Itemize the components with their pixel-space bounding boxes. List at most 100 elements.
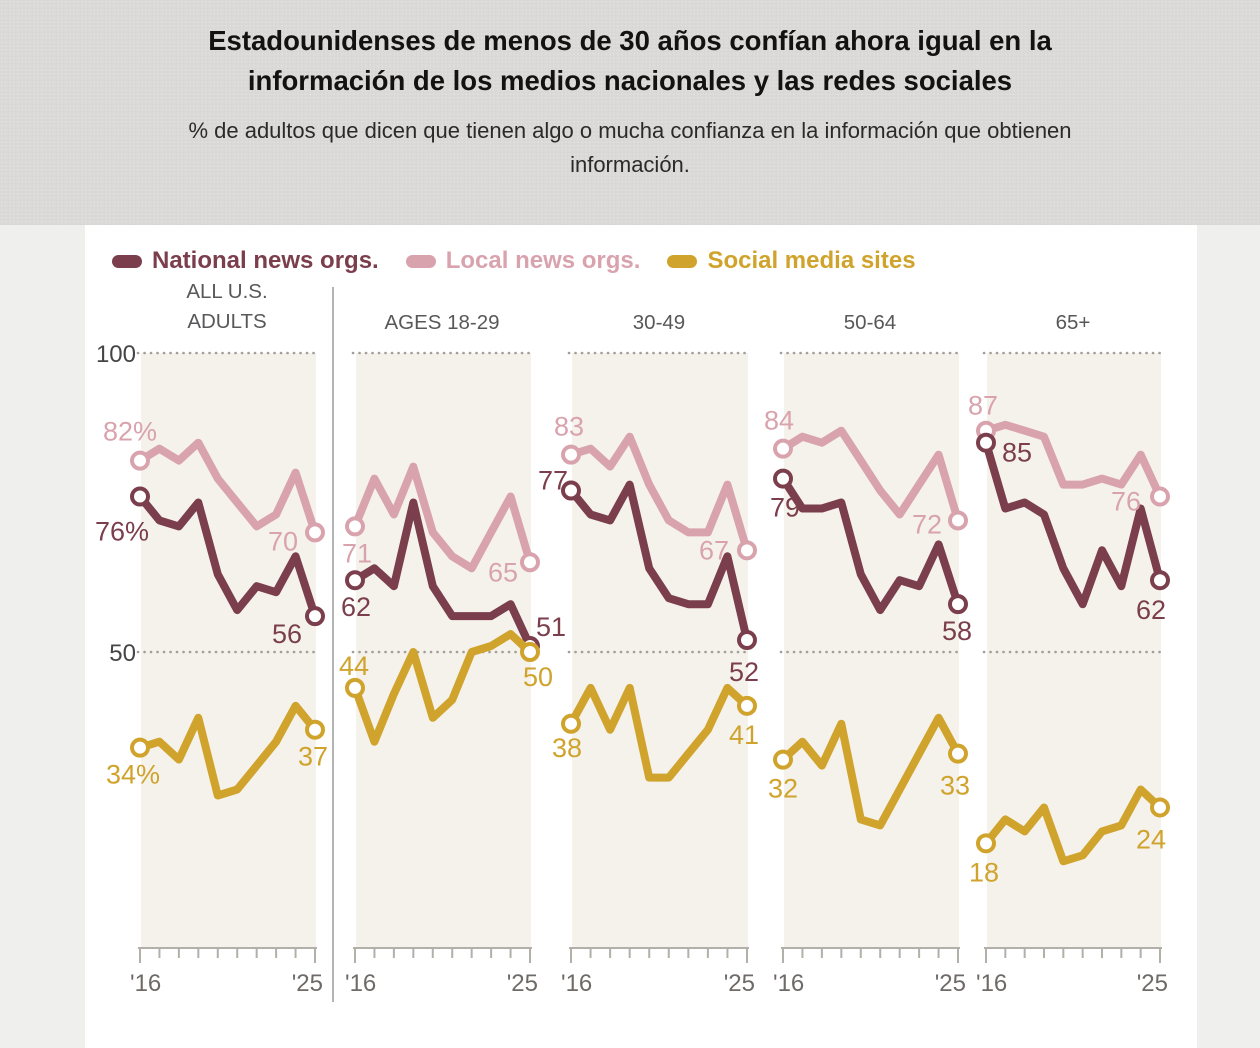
panel-2: '16 '25 83 67 77 52 38 41 bbox=[538, 351, 759, 997]
panel-0: '16 '25 82% 70 76% 56 34% 37 bbox=[95, 351, 328, 997]
y-axis-label-100: 100 bbox=[95, 341, 136, 368]
panel-0-line-local bbox=[136, 438, 319, 537]
panel-2-national-start-point bbox=[561, 480, 581, 501]
legend-item-national: National news orgs. bbox=[112, 247, 379, 275]
panel-1-local-end-value-label: 65 bbox=[488, 557, 518, 587]
panel-3-local-end-point bbox=[948, 510, 968, 531]
legend-item-local: Local news orgs. bbox=[405, 247, 641, 275]
panel-1-local-start-value-label: 71 bbox=[342, 538, 372, 568]
panel-1-social-end-point bbox=[520, 642, 540, 662]
panel-3-line-social bbox=[779, 713, 962, 830]
panel-2-local-end-point bbox=[737, 540, 757, 561]
panel-2-social-end-point bbox=[737, 695, 757, 716]
panel-4: '16 '25 87 76 85 62 18 24 bbox=[968, 351, 1170, 997]
panel-0-social-start-value-label: 34% bbox=[106, 760, 160, 790]
panel-1-local-end-point bbox=[520, 552, 540, 573]
panel-3-line-national bbox=[779, 474, 962, 615]
panel-3-x-start-label: '16 bbox=[773, 970, 804, 997]
panel-4-national-start-point bbox=[976, 432, 996, 453]
panel-4-line-social bbox=[982, 785, 1164, 866]
panel-3-local-start-value-label: 84 bbox=[764, 406, 794, 436]
panel-2-national-start-value-label: 77 bbox=[538, 466, 568, 496]
social-swatch-icon bbox=[667, 254, 698, 268]
panel-0-local-start-point bbox=[130, 450, 150, 471]
panel-2-line-local bbox=[567, 432, 751, 555]
panel-0-social-start-point bbox=[130, 737, 150, 758]
chart-title: Estadounidenses de menos de 30 años conf… bbox=[208, 25, 1052, 96]
panel-1-social-end-value-label: 50 bbox=[523, 662, 553, 692]
panel-2-stripe bbox=[572, 353, 748, 948]
legend: National news orgs. Local news orgs. Soc… bbox=[112, 247, 916, 275]
panel-header-65plus: 65+ bbox=[1055, 311, 1091, 334]
panel-1-x-start-label: '16 bbox=[345, 970, 376, 997]
panel-0-local-start-value-label: 82% bbox=[103, 417, 157, 447]
panel-0-local-end-value-label: 70 bbox=[268, 526, 298, 556]
panel-2-social-start-value-label: 38 bbox=[552, 733, 582, 763]
panel-4-local-end-point bbox=[1150, 486, 1170, 507]
panel-2-x-end-label: '25 bbox=[724, 970, 755, 997]
legend-label-social: Social media sites bbox=[707, 247, 916, 274]
legend-label-local: Local news orgs. bbox=[445, 247, 641, 274]
panel-1-line-social bbox=[351, 630, 534, 746]
panel-1-national-end-value-label: 51 bbox=[536, 612, 566, 642]
panel-4-social-end-value-label: 24 bbox=[1136, 824, 1166, 854]
panel-3-national-start-point bbox=[773, 468, 793, 489]
panel-4-line-local bbox=[982, 420, 1164, 501]
panel-1-national-start-value-label: 62 bbox=[341, 592, 371, 622]
panel-2-national-end-point bbox=[737, 630, 757, 651]
panel-4-line-national bbox=[982, 438, 1164, 609]
panel-4-social-start-value-label: 18 bbox=[969, 857, 999, 887]
panel-3-national-end-point bbox=[948, 594, 968, 615]
legend-label-national: National news orgs. bbox=[152, 247, 379, 274]
panel-2-social-end-value-label: 41 bbox=[729, 720, 759, 750]
panel-1-stripe bbox=[356, 353, 531, 948]
panel-4-social-start-point bbox=[976, 833, 996, 854]
legend-item-social: Social media sites bbox=[667, 247, 916, 275]
panel-1-x-end-label: '25 bbox=[507, 970, 538, 997]
panel-3: '16 '25 84 72 79 58 32 33 bbox=[764, 351, 972, 997]
panel-header-18-29: AGES 18-29 bbox=[384, 311, 500, 334]
panel-0-social-end-value-label: 37 bbox=[298, 742, 328, 772]
panel-0-national-start-value-label: 76% bbox=[95, 517, 149, 547]
panel-2-local-start-value-label: 83 bbox=[554, 412, 584, 442]
panel-3-local-start-point bbox=[773, 438, 793, 459]
panel-0-line-social bbox=[136, 701, 319, 800]
panel-header-30-49: 30-49 bbox=[632, 311, 686, 334]
panel-0-national-start-point bbox=[130, 486, 150, 507]
panel-4-local-end-value-label: 76 bbox=[1111, 487, 1141, 517]
local-swatch-icon bbox=[405, 254, 436, 268]
panel-0-x-end-label: '25 bbox=[292, 970, 323, 997]
panel-4-local-start-value-label: 87 bbox=[968, 391, 998, 421]
panel-4-social-end-point bbox=[1150, 797, 1170, 818]
panel-1-national-start-point bbox=[345, 570, 365, 591]
panel-1: '16 '25 71 65 62 51 44 50 bbox=[339, 351, 566, 997]
panel-0-national-end-value-label: 56 bbox=[272, 619, 302, 649]
panel-3-social-end-value-label: 33 bbox=[940, 771, 970, 801]
panel-3-social-start-point bbox=[773, 749, 793, 770]
panel-0-stripe bbox=[141, 353, 316, 948]
panel-4-national-start-value-label: 85 bbox=[1002, 438, 1032, 468]
panel-0-x-start-label: '16 bbox=[130, 970, 161, 997]
panel-1-social-start-value-label: 44 bbox=[339, 651, 369, 681]
y-axis-label-50: 50 bbox=[109, 640, 136, 667]
panel-2-line-social bbox=[567, 683, 751, 782]
panel-3-stripe bbox=[784, 353, 959, 948]
panel-3-x-end-label: '25 bbox=[935, 970, 966, 997]
panel-3-national-start-value-label: 79 bbox=[770, 493, 800, 523]
panel-0-social-end-point bbox=[305, 719, 325, 740]
title-band: Estadounidenses de menos de 30 años conf… bbox=[0, 0, 1260, 225]
panel-4-national-end-value-label: 62 bbox=[1136, 595, 1166, 625]
panel-2-x-start-label: '16 bbox=[561, 970, 592, 997]
panel-2-line-national bbox=[567, 480, 751, 644]
panel-2-social-start-point bbox=[561, 713, 581, 734]
panel-1-local-start-point bbox=[345, 516, 365, 537]
panel-3-national-end-value-label: 58 bbox=[942, 616, 972, 646]
panel-0-national-end-point bbox=[305, 606, 325, 627]
panel-3-social-start-value-label: 32 bbox=[768, 774, 798, 804]
panel-4-x-end-label: '25 bbox=[1137, 970, 1168, 997]
panel-2-local-start-point bbox=[561, 444, 581, 465]
panel-1-line-local bbox=[351, 462, 534, 573]
panel-0-local-end-point bbox=[305, 522, 325, 543]
panel-2-national-end-value-label: 52 bbox=[729, 657, 759, 687]
